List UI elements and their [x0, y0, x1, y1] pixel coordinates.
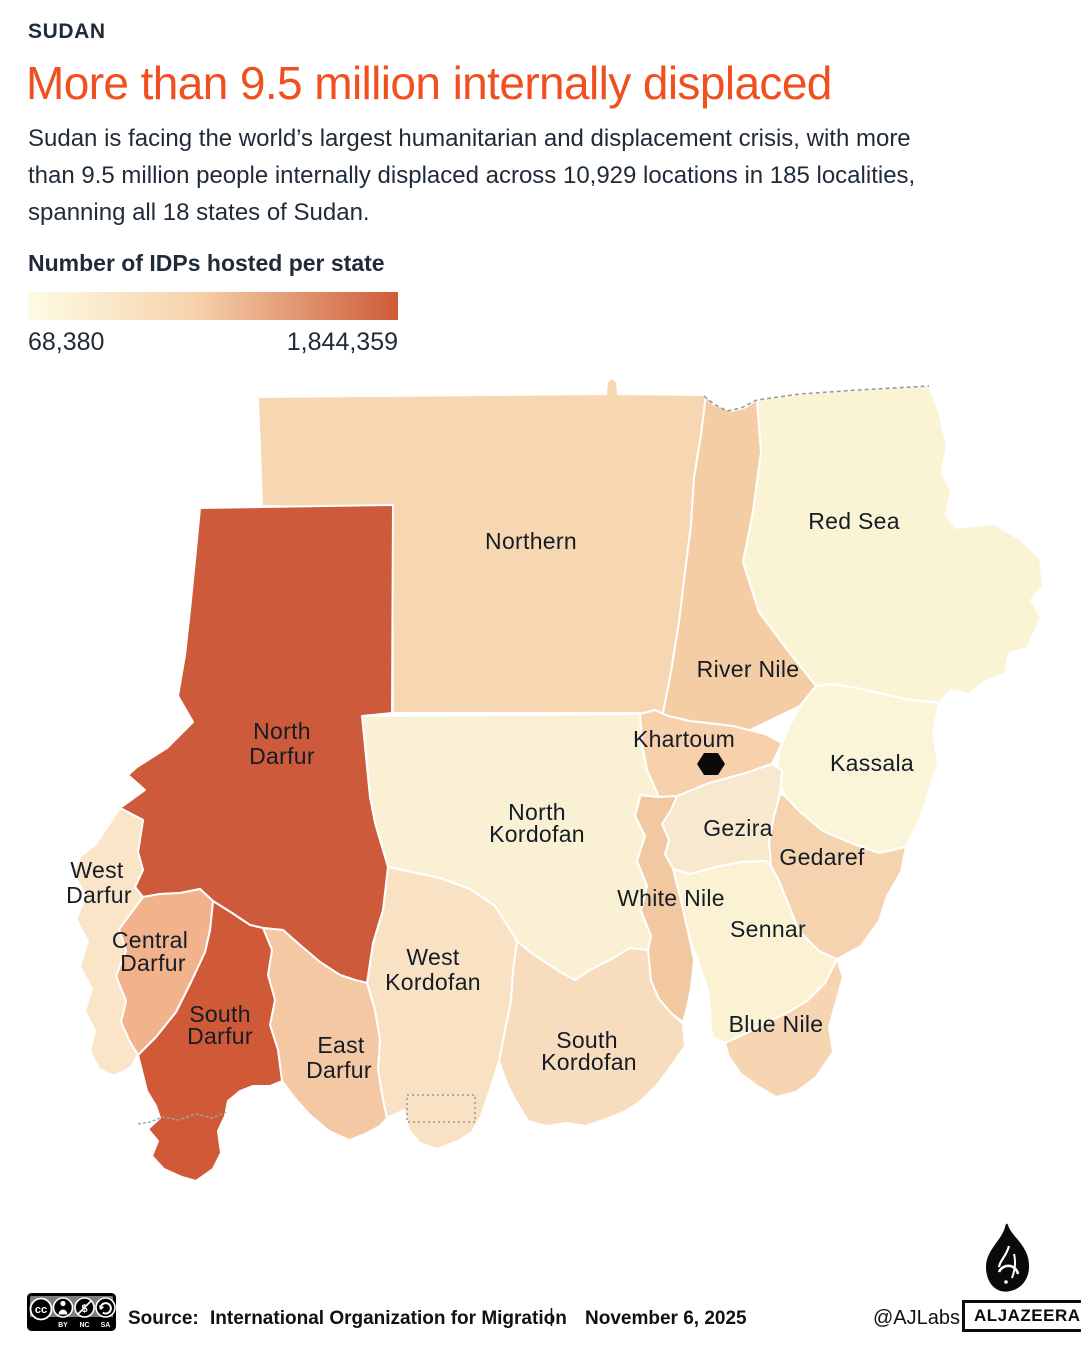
kicker-label: SUDAN [28, 20, 106, 43]
state-south-kordofan [498, 940, 686, 1127]
label-east-darfur-2: Darfur [306, 1057, 372, 1083]
state-west-kordofan [366, 866, 518, 1150]
disputed-border-south-darfur [137, 1111, 227, 1125]
label-central-darfur-1: Central [112, 927, 188, 953]
footer-separator: | [549, 1306, 554, 1327]
label-west-kordofan-1: West [406, 944, 459, 970]
label-khartoum: Khartoum [633, 726, 735, 752]
label-south-kordofan-2: Kordofan [541, 1049, 637, 1075]
state-blue-nile [724, 958, 844, 1098]
aljazeera-wordmark: ALJAZEERA [962, 1300, 1081, 1332]
creative-commons-badge: cc $ BY NC SA [27, 1293, 116, 1331]
label-northern: Northern [485, 528, 577, 554]
label-north-kordofan-1: North [508, 799, 566, 825]
cc-nc-icon: $ [74, 1297, 95, 1318]
label-south-darfur-1: South [189, 1001, 251, 1027]
label-west-darfur-2: Darfur [66, 882, 132, 908]
label-west-kordofan-2: Kordofan [385, 969, 481, 995]
label-north-kordofan-2: Kordofan [489, 821, 585, 847]
legend-max-value: 1,844,359 [286, 328, 398, 356]
state-red-sea [742, 385, 1044, 704]
label-sennar: Sennar [730, 916, 806, 942]
cc-sa-icon [95, 1297, 116, 1318]
cc-by-icon [52, 1297, 74, 1318]
page-title: More than 9.5 million internally displac… [26, 57, 832, 109]
label-red-sea: Red Sea [808, 508, 900, 534]
label-white-nile: White Nile [617, 885, 725, 911]
label-east-darfur-1: East [317, 1032, 365, 1058]
legend-min-value: 68,380 [28, 328, 105, 356]
aljazeera-calligraphy-logo [986, 1223, 1030, 1292]
label-central-darfur-2: Darfur [120, 950, 186, 976]
label-blue-nile: Blue Nile [729, 1011, 824, 1037]
source-label: Source: [128, 1308, 199, 1329]
capital-marker-hexagon [697, 753, 725, 775]
state-west-darfur [72, 807, 144, 1077]
label-kassala: Kassala [830, 750, 914, 776]
label-south-darfur-2: Darfur [187, 1023, 253, 1049]
page-description: Sudan is facing the world’s largest huma… [28, 125, 916, 227]
label-river-nile: River Nile [697, 656, 800, 682]
legend-title: Number of IDPs hosted per state [28, 250, 385, 276]
label-north-darfur-1: North [253, 718, 311, 744]
source-line: Source: International Organization for M… [128, 1308, 567, 1330]
label-west-darfur-1: West [70, 857, 123, 883]
footer-date: November 6, 2025 [585, 1308, 747, 1329]
label-gedaref: Gedaref [779, 844, 865, 870]
disputed-border-egypt [703, 385, 930, 412]
ajlabs-credit: @AJLabs [873, 1307, 961, 1329]
cc-nc-label: NC [79, 1322, 89, 1329]
abyei-dotted-box [406, 1094, 476, 1123]
source-value: International Organization for Migration [210, 1308, 567, 1329]
label-south-kordofan-1: South [556, 1027, 618, 1053]
svg-text:cc: cc [35, 1304, 47, 1316]
cc-icon: cc [29, 1297, 53, 1321]
svg-text:$: $ [81, 1303, 87, 1315]
legend-gradient-bar [28, 292, 398, 320]
label-north-darfur-2: Darfur [249, 743, 315, 769]
cc-sa-label: SA [101, 1322, 111, 1329]
label-gezira: Gezira [703, 815, 773, 841]
cc-by-label: BY [58, 1322, 68, 1329]
